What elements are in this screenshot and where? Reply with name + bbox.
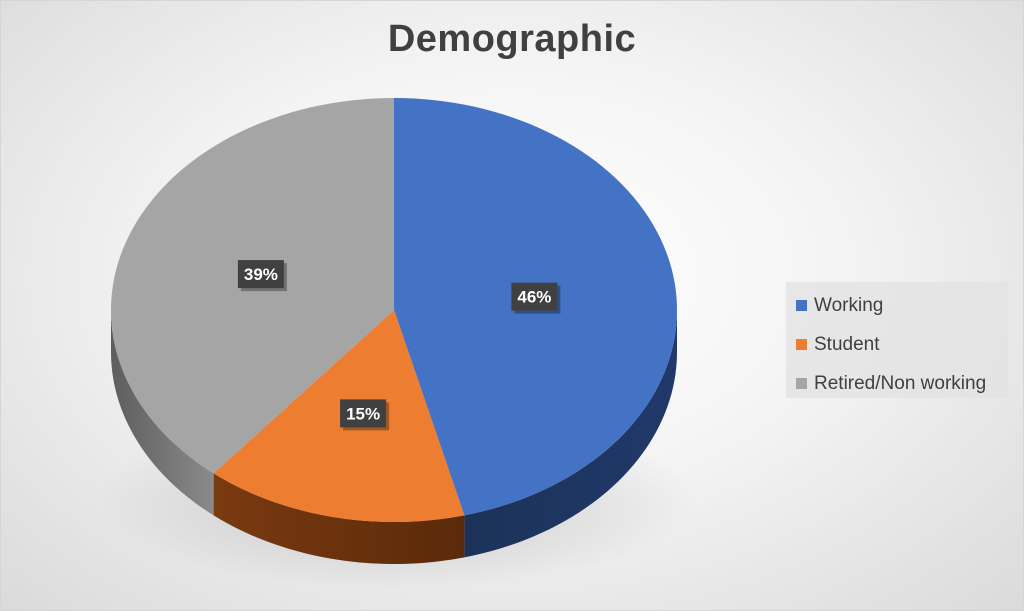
pie-sides bbox=[111, 310, 677, 564]
legend-swatch-working bbox=[796, 300, 807, 311]
pie-labels: 46% 15% 39% bbox=[237, 260, 561, 431]
data-label-retired: 39% bbox=[237, 260, 287, 292]
chart-title: Demographic bbox=[387, 18, 637, 60]
pie-tops bbox=[111, 98, 677, 522]
slice-student-side bbox=[213, 473, 465, 564]
data-label-text: 39% bbox=[244, 265, 278, 284]
legend-swatch-student bbox=[796, 339, 807, 350]
legend-item-retired: Retired/Non working bbox=[796, 364, 1008, 403]
legend-label-student: Student bbox=[814, 333, 880, 355]
data-label-student: 15% bbox=[340, 399, 390, 431]
legend-item-working: Working bbox=[796, 286, 1008, 325]
legend-label-working: Working bbox=[814, 294, 884, 316]
legend-swatch-retired bbox=[796, 378, 807, 389]
legend-label-retired: Retired/Non working bbox=[814, 372, 987, 394]
slice-retired-side bbox=[111, 310, 214, 516]
legend-item-student: Student bbox=[796, 325, 1008, 364]
slice-student bbox=[213, 310, 465, 522]
data-label-text: 46% bbox=[517, 288, 551, 307]
data-label-working: 46% bbox=[511, 282, 561, 314]
data-label-text: 15% bbox=[346, 404, 380, 423]
slice-working-side bbox=[464, 310, 677, 558]
legend: Working Student Retired/Non working bbox=[786, 282, 1008, 398]
